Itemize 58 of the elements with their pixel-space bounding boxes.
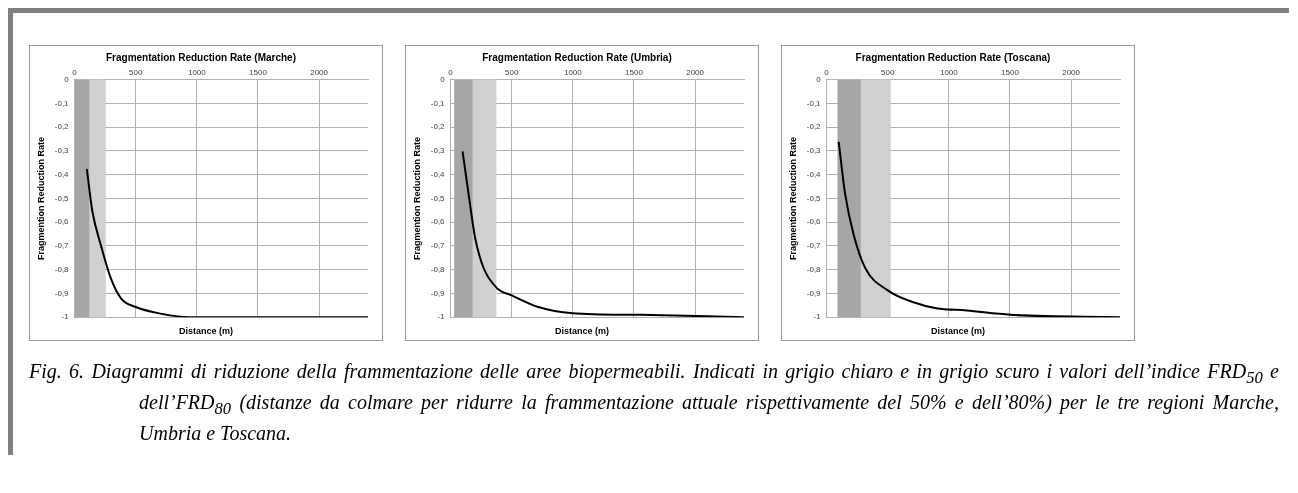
x-tick-label: 2000	[1062, 68, 1081, 77]
y-tick-label: -0,1	[806, 98, 822, 108]
y-tick-label: -0,1	[54, 98, 70, 108]
y-tick-label: -0,9	[430, 288, 446, 298]
y-tick-label: -0,1	[430, 98, 446, 108]
y-axis-title: Fragmention Reduction Rate	[411, 136, 422, 260]
y-tick-label: -0,3	[806, 146, 822, 156]
y-tick-label: -0,2	[54, 122, 70, 132]
y-tick-label: -1	[437, 312, 446, 322]
y-tick-label: -0,4	[430, 169, 446, 179]
x-tick-label: 1000	[187, 68, 207, 77]
y-tick-label: -0,5	[430, 193, 446, 203]
y-tick-label: -0,3	[54, 146, 70, 156]
x-axis-title: Distance (m)	[178, 326, 234, 336]
y-tick-label: -0,9	[806, 288, 822, 298]
y-tick-label: -0,6	[54, 217, 70, 227]
x-axis-title: Distance (m)	[554, 326, 610, 336]
x-tick-label: 1000	[939, 68, 959, 77]
line-series	[85, 167, 368, 318]
x-tick-label: 500	[129, 68, 143, 77]
y-tick-label: -1	[61, 312, 70, 322]
y-tick-label: -0,5	[54, 193, 70, 203]
y-tick-label: -0,8	[54, 264, 70, 274]
x-tick-label: 1500	[249, 68, 268, 77]
x-tick-label: 0	[448, 68, 454, 77]
y-tick-label: -0,7	[54, 241, 70, 251]
x-tick-label: 1500	[1001, 68, 1020, 77]
x-tick-label: 2000	[686, 68, 705, 77]
y-tick-label: -0,8	[430, 264, 446, 274]
y-tick-label: -0,7	[430, 241, 446, 251]
y-tick-label: -0,9	[54, 288, 70, 298]
y-tick-label: -0,7	[806, 241, 822, 251]
y-tick-label: -0,4	[54, 169, 70, 179]
y-axis-title: Fragmention Reduction Rate	[787, 136, 798, 260]
x-axis-title: Distance (m)	[930, 326, 986, 336]
y-tick-label: -0,6	[806, 217, 822, 227]
chart-title: Fragmentation Reduction Rate (Marche)	[105, 51, 297, 63]
x-tick-label: 500	[505, 68, 519, 77]
line-series	[837, 140, 1120, 318]
x-tick-label: 0	[824, 68, 830, 77]
y-tick-label: -0,6	[430, 217, 446, 227]
text: Fig. 6. Diagrammi di riduzione della frammentazione delle aree biopermeabili. Indicati in grigio chiaro e in grigio scuro i valori dell’indice FRD$_{50}$ e dell’FRD$_{80}$ (distanze da colmare per ridurre la frammentazione attuale rispettivamente del 50% e dell’80%) per le tre regioni Marche, Umbria e Toscana.	[29, 360, 1279, 444]
x-tick-label: 1500	[625, 68, 644, 77]
line-series	[461, 150, 744, 318]
y-axis-title: Fragmention Reduction Rate	[35, 136, 46, 260]
y-tick-label: -0,3	[430, 146, 446, 156]
x-tick-label: 0	[72, 68, 78, 77]
y-tick-label: -1	[813, 312, 822, 322]
x-tick-label: 500	[881, 68, 895, 77]
y-tick-label: -0,2	[806, 122, 822, 132]
y-tick-label: -0,2	[430, 122, 446, 132]
chart-title: Fragmentation Reduction Rate (Toscana)	[855, 51, 1051, 63]
y-tick-label: -0,8	[806, 264, 822, 274]
chart-title: Fragmentation Reduction Rate (Umbria)	[482, 51, 672, 63]
x-tick-label: 1000	[563, 68, 583, 77]
y-tick-label: -0,4	[806, 169, 822, 179]
y-tick-label: -0,5	[806, 193, 822, 203]
x-tick-label: 2000	[310, 68, 329, 77]
